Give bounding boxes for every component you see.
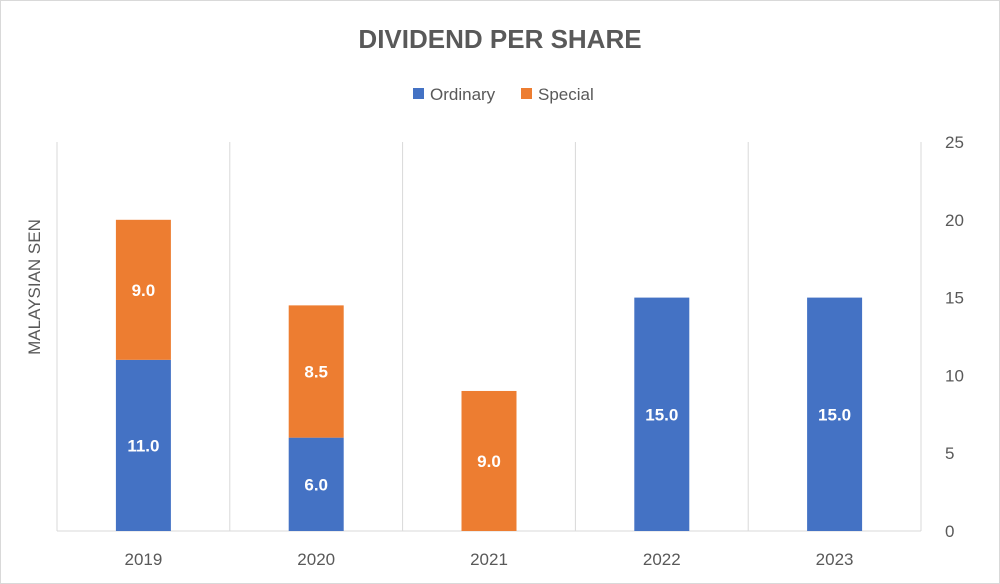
bar-ordinary-2020 <box>288 437 344 531</box>
y-tick-label: 5 <box>945 444 954 463</box>
x-tick-label: 2021 <box>470 550 508 569</box>
legend-label-ordinary: Ordinary <box>430 85 496 104</box>
data-label-special-2021: 9.0 <box>477 452 501 471</box>
bar-special-2020 <box>288 305 344 438</box>
legend-swatch-ordinary <box>413 88 424 99</box>
x-tick-label: 2020 <box>297 550 335 569</box>
y-tick-label: 25 <box>945 133 964 152</box>
x-axis-ticks: 2019 2020 2021 2022 2023 <box>124 550 853 569</box>
bar-ordinary-2022 <box>634 297 690 531</box>
bar-ordinary-2023 <box>807 297 863 531</box>
data-labels: 11.0 9.0 6.0 8.5 9.0 15.0 15.0 <box>127 281 851 495</box>
y-tick-label: 0 <box>945 522 954 541</box>
y-tick-label: 10 <box>945 366 964 385</box>
y-tick-label: 20 <box>945 211 964 230</box>
data-label-ordinary-2020: 6.0 <box>304 475 328 494</box>
y-tick-label: 15 <box>945 289 964 308</box>
data-label-ordinary-2022: 15.0 <box>645 405 678 424</box>
legend-label-special: Special <box>538 85 594 104</box>
x-tick-label: 2023 <box>816 550 854 569</box>
data-label-ordinary-2023: 15.0 <box>818 405 851 424</box>
bar-special-2021 <box>461 390 517 531</box>
data-label-special-2019: 9.0 <box>132 281 156 300</box>
data-label-special-2020: 8.5 <box>304 363 328 382</box>
x-tick-label: 2022 <box>643 550 681 569</box>
y-axis-title: MALAYSIAN SEN <box>25 219 44 355</box>
x-tick-label: 2019 <box>124 550 162 569</box>
bar-ordinary-2019 <box>115 359 171 531</box>
bars <box>115 219 863 531</box>
legend: Ordinary Special <box>413 85 594 104</box>
y-axis-ticks: 0 5 10 15 20 25 <box>945 133 964 541</box>
chart-title: DIVIDEND PER SHARE <box>358 24 641 54</box>
data-label-ordinary-2019: 11.0 <box>127 436 159 455</box>
bar-special-2019 <box>115 219 171 360</box>
legend-swatch-special <box>521 88 532 99</box>
